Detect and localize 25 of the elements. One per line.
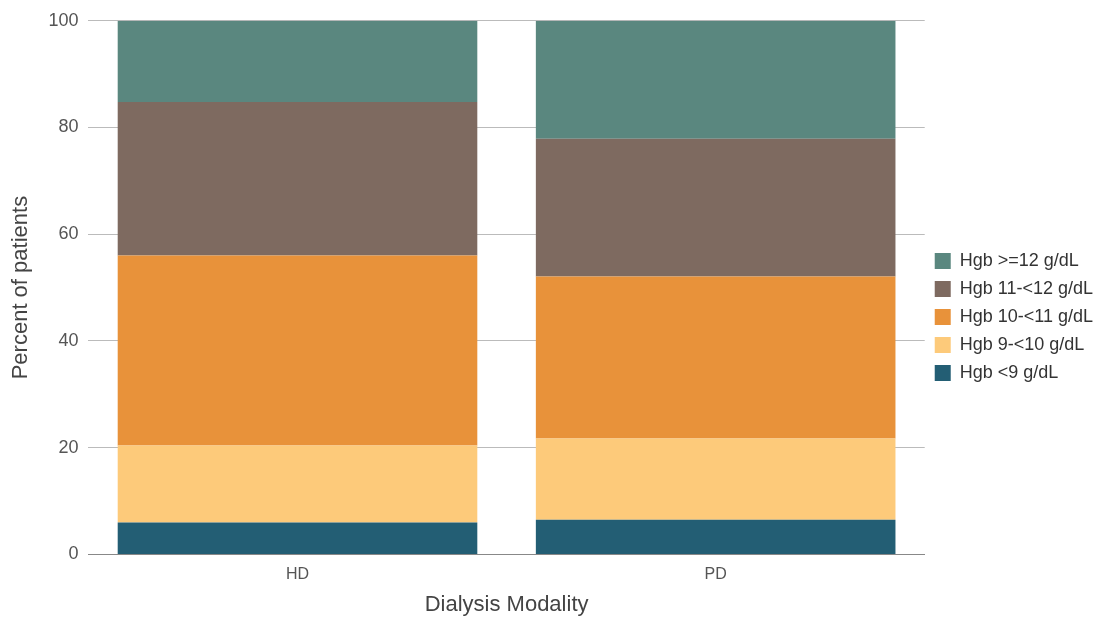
y-tick-label: 0: [68, 543, 79, 564]
legend-label: Hgb 10-<11 g/dL: [959, 305, 1094, 326]
legend-label: Hgb <9 g/dL: [959, 361, 1059, 382]
bar: [117, 255, 478, 446]
legend-label: Hgb 9-<10 g/dL: [959, 333, 1085, 354]
bar: [535, 276, 896, 439]
legend-label: Hgb >=12 g/dL: [959, 249, 1079, 270]
bar: [535, 519, 896, 554]
bar: [535, 438, 896, 520]
bar: [535, 20, 896, 139]
bar: [117, 522, 478, 554]
bar: [535, 138, 896, 277]
x-axis-title: Dialysis Modality: [424, 590, 589, 616]
x-tick-label: HD: [285, 565, 310, 583]
y-axis-title: Percent of patients: [7, 195, 33, 380]
bar: [117, 445, 478, 523]
x-tick-label: PD: [704, 565, 727, 583]
bar: [117, 101, 478, 256]
y-tick-label: 100: [48, 9, 79, 30]
legend-label: Hgb 11-<12 g/dL: [959, 277, 1094, 298]
y-tick-label: 60: [58, 223, 79, 244]
bar: [117, 20, 478, 102]
y-tick-label: 20: [58, 436, 79, 457]
y-tick-label: 80: [58, 116, 79, 137]
y-tick-label: 40: [58, 329, 79, 350]
